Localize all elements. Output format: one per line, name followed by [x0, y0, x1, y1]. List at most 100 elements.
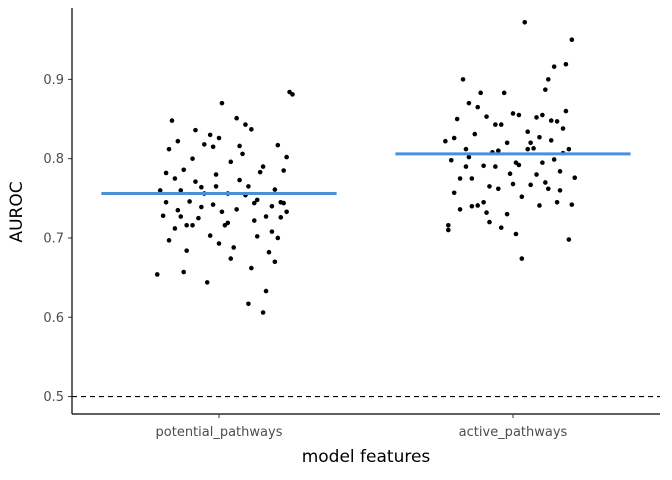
data-point — [234, 207, 239, 212]
data-point — [275, 142, 281, 148]
data-point — [540, 112, 545, 118]
data-point — [190, 222, 195, 228]
x-axis-title: model features — [302, 447, 431, 467]
data-point — [219, 100, 225, 106]
y-tick-label: 0.6 — [43, 311, 64, 326]
data-point — [260, 310, 266, 315]
data-point — [284, 209, 289, 215]
data-point — [498, 122, 504, 127]
data-point — [237, 177, 242, 183]
data-point — [572, 175, 578, 180]
data-points — [154, 19, 578, 315]
data-point — [548, 138, 554, 143]
data-point — [569, 37, 575, 43]
data-point — [493, 122, 498, 127]
data-point — [216, 135, 222, 141]
data-point — [551, 64, 557, 69]
data-point — [516, 112, 522, 118]
data-point — [199, 204, 204, 210]
data-point — [540, 160, 545, 165]
data-point — [234, 115, 239, 121]
x-axis-ticks: potential_pathways active_pathways — [156, 414, 568, 440]
x-tick-label: potential_pathways — [156, 425, 283, 440]
data-point — [469, 176, 475, 181]
data-point — [249, 265, 254, 271]
data-point — [513, 160, 519, 165]
data-point — [557, 169, 563, 174]
data-point — [510, 181, 516, 187]
data-point — [460, 77, 466, 82]
data-point — [522, 19, 528, 25]
data-point — [543, 87, 548, 92]
data-point — [496, 186, 501, 192]
data-point — [554, 119, 560, 124]
y-axis-title: AUROC — [7, 181, 27, 242]
data-point — [560, 126, 566, 131]
data-point — [513, 231, 519, 237]
data-point — [566, 146, 572, 152]
data-point — [181, 269, 187, 275]
data-point — [551, 157, 557, 162]
y-tick-label: 0.8 — [43, 152, 64, 167]
data-point — [207, 132, 213, 138]
data-point — [251, 218, 257, 223]
data-point — [225, 220, 231, 226]
data-point — [519, 194, 525, 200]
data-point — [251, 200, 257, 206]
data-point — [166, 238, 172, 243]
data-point — [487, 184, 492, 189]
data-point — [246, 184, 251, 189]
data-point — [190, 156, 195, 161]
data-point — [202, 142, 207, 147]
data-point — [187, 199, 192, 204]
y-tick-label: 0.9 — [43, 73, 64, 88]
data-point — [534, 172, 539, 177]
data-point — [507, 171, 513, 177]
data-point — [528, 182, 533, 188]
data-point — [275, 235, 281, 241]
data-point — [525, 146, 530, 152]
data-point — [228, 256, 234, 261]
data-point — [537, 203, 542, 208]
data-point — [443, 138, 448, 144]
data-point — [272, 259, 278, 265]
data-point — [184, 248, 189, 253]
data-point — [216, 241, 222, 246]
data-point — [478, 90, 483, 96]
data-point — [290, 92, 295, 97]
data-point — [193, 127, 198, 133]
data-point — [263, 288, 269, 294]
data-point — [157, 188, 163, 193]
y-axis-ticks: 0.5 0.6 0.7 0.8 0.9 — [43, 73, 72, 405]
data-point — [531, 146, 536, 151]
data-point — [481, 163, 486, 169]
data-point — [484, 210, 489, 215]
data-point — [537, 134, 542, 140]
data-point — [249, 127, 254, 132]
data-point — [463, 146, 469, 152]
data-point — [254, 197, 260, 203]
data-point — [569, 202, 575, 207]
data-point — [231, 245, 236, 250]
median-lines — [101, 152, 631, 196]
data-point — [469, 203, 475, 209]
data-point — [278, 215, 284, 220]
data-point — [199, 184, 204, 190]
data-point — [545, 186, 551, 192]
data-point — [504, 211, 510, 217]
data-point — [484, 114, 489, 119]
data-point — [207, 233, 213, 238]
data-point — [166, 146, 172, 152]
data-point — [269, 229, 275, 234]
data-point — [446, 222, 451, 228]
data-point — [543, 180, 548, 185]
data-point — [281, 168, 286, 173]
y-tick-label: 0.5 — [43, 390, 64, 405]
data-point — [504, 140, 510, 146]
data-point — [563, 108, 569, 114]
data-point — [219, 209, 225, 215]
data-point — [557, 188, 563, 193]
data-point — [466, 100, 472, 106]
data-point — [525, 129, 530, 135]
data-point — [237, 143, 242, 149]
